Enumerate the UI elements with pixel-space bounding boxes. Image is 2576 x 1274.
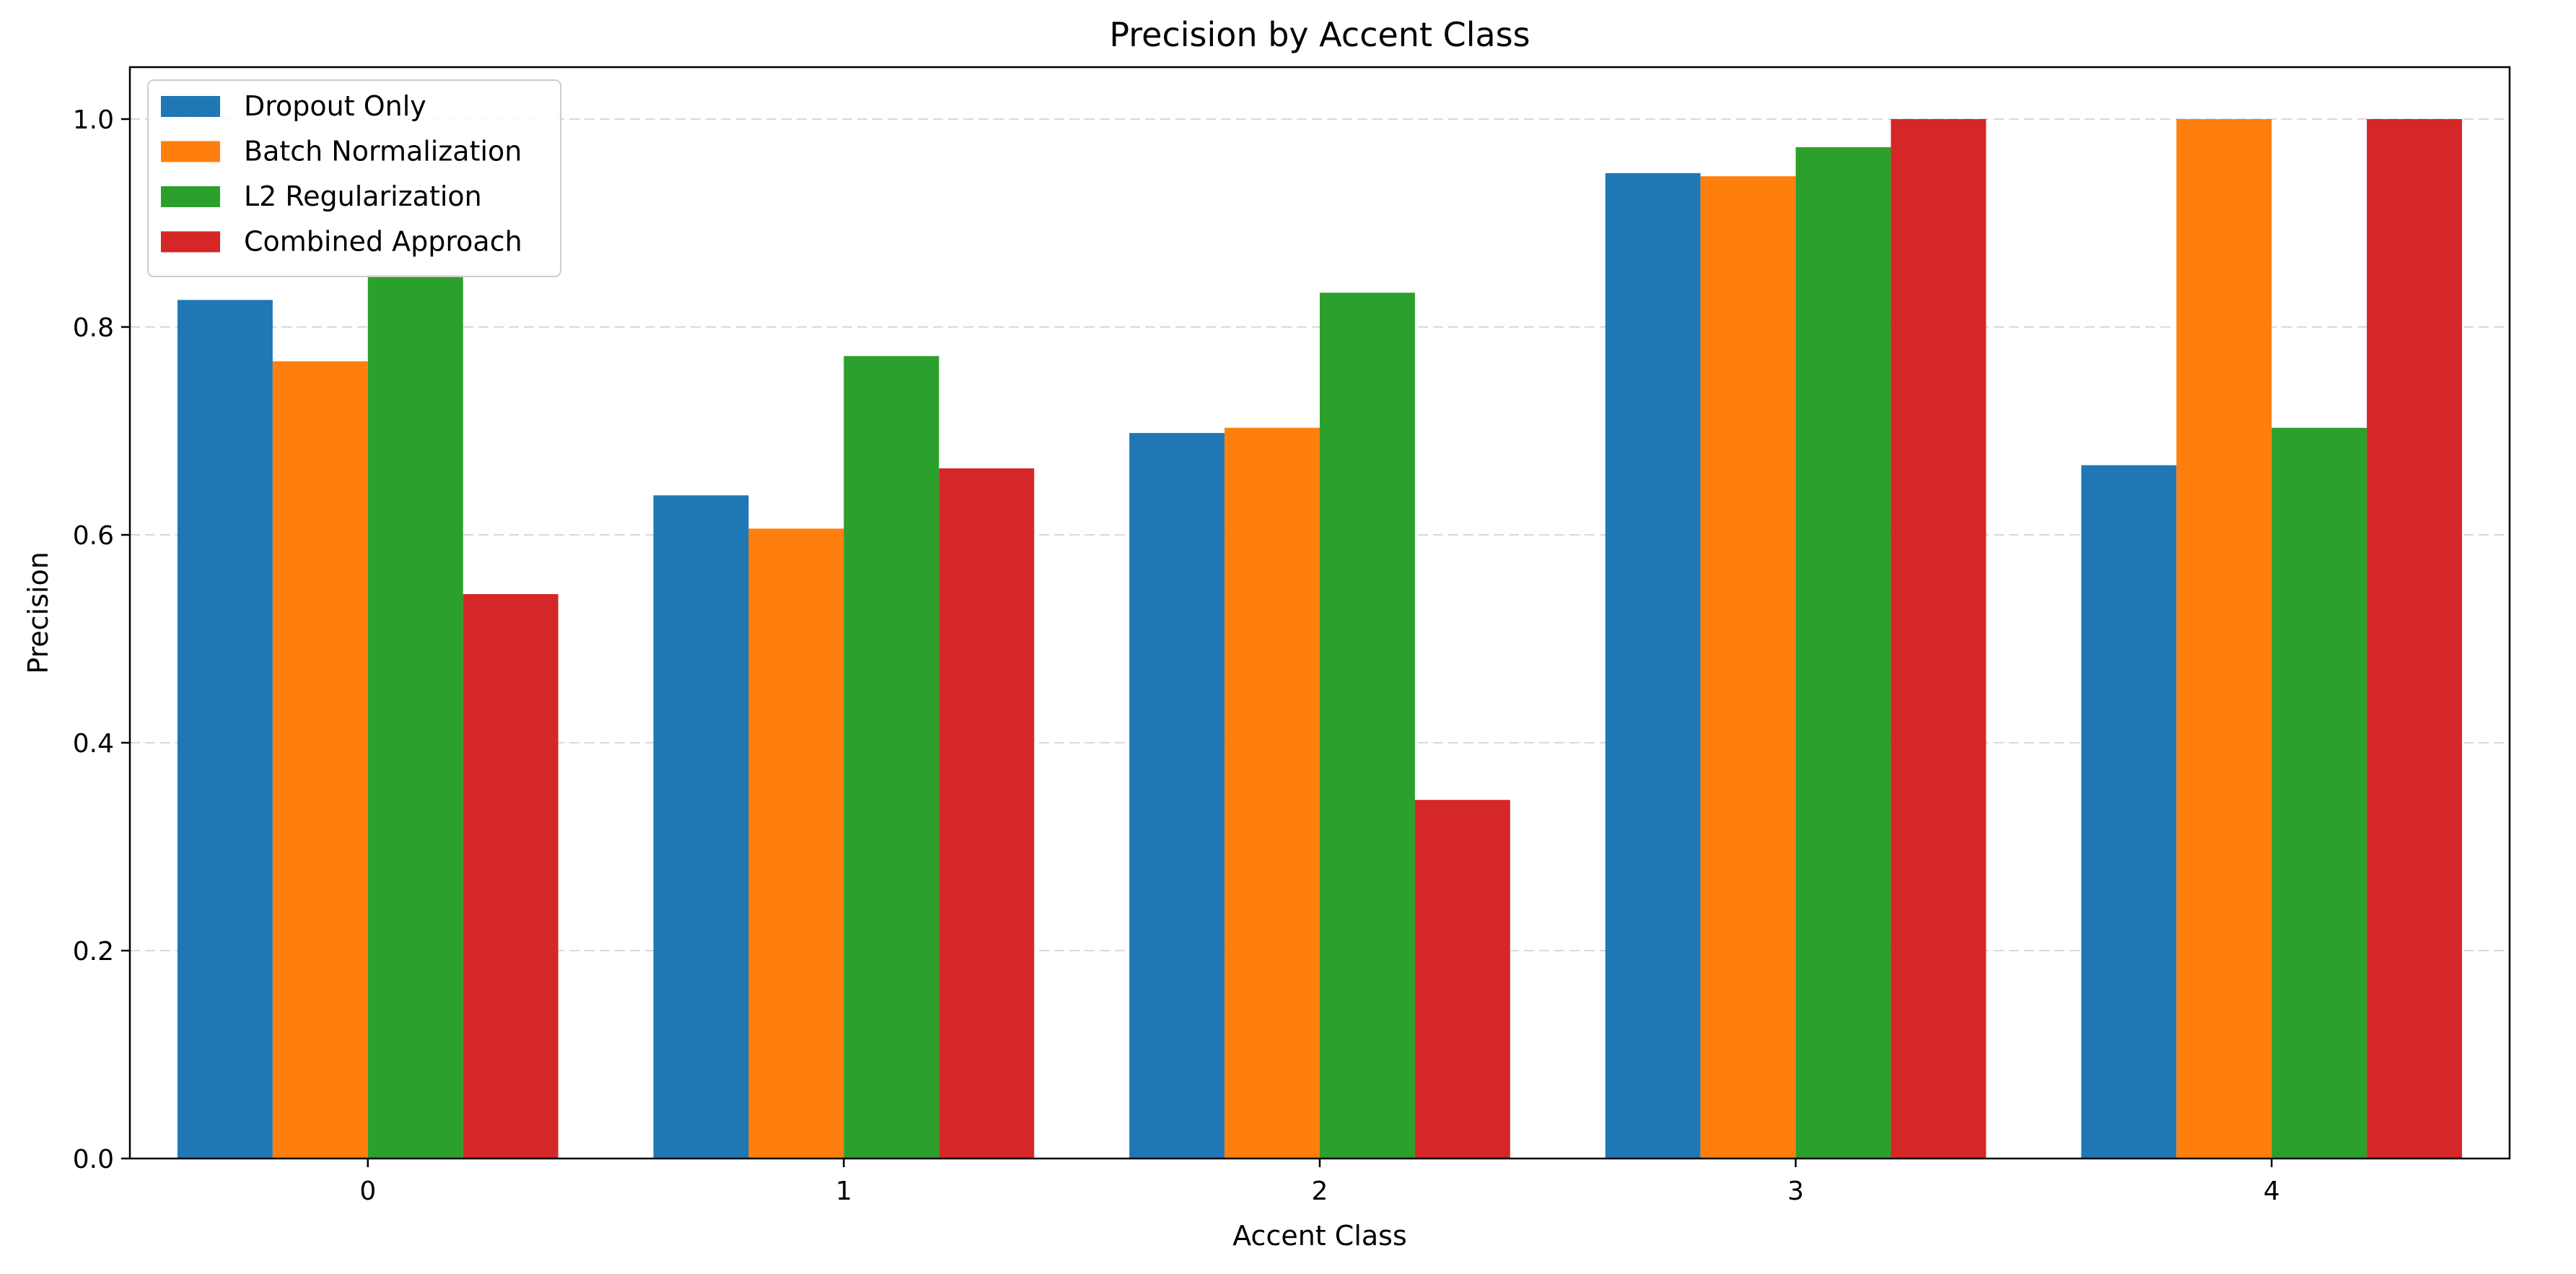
bar: [272, 361, 368, 1159]
bar: [844, 356, 939, 1159]
x-tick-label: 1: [836, 1177, 852, 1206]
bar: [2367, 119, 2463, 1159]
bar: [367, 275, 463, 1159]
bar: [1129, 432, 1225, 1159]
legend: Dropout Only Batch Normalization L2 Regula…: [147, 79, 561, 277]
legend-swatch: [161, 96, 220, 117]
y-ticks: 0.0 0.2 0.4 0.6 0.8 1.0: [73, 105, 130, 1174]
y-tick-label: 0.2: [73, 937, 114, 967]
legend-label: Dropout Only: [244, 90, 426, 122]
legend-box: [147, 79, 561, 277]
y-axis-label: Precision: [22, 551, 54, 674]
x-tick-label: 4: [2264, 1177, 2280, 1206]
bar: [1795, 147, 1891, 1159]
legend-swatch: [161, 141, 220, 162]
y-tick-label: 0.8: [73, 313, 114, 343]
legend-label: L2 Regularization: [244, 180, 482, 212]
bar: [1605, 173, 1701, 1159]
bars: [177, 119, 2463, 1159]
bar: [2081, 465, 2177, 1159]
legend-swatch: [161, 231, 220, 253]
y-tick-label: 0.6: [73, 521, 114, 551]
y-tick-label: 1.0: [73, 105, 114, 135]
y-tick-label: 0.4: [73, 729, 114, 759]
legend-label: Batch Normalization: [244, 136, 522, 167]
bar: [1891, 119, 1986, 1159]
y-tick-label: 0.0: [73, 1145, 114, 1174]
bar: [1320, 292, 1415, 1159]
bar: [463, 594, 558, 1159]
legend-swatch: [161, 186, 220, 207]
bar: [1225, 427, 1320, 1159]
bar: [748, 528, 844, 1159]
bar: [1700, 176, 1796, 1159]
bar: [2271, 427, 2367, 1159]
x-tick-label: 0: [359, 1177, 376, 1206]
bar: [177, 300, 273, 1159]
x-ticks: 0 1 2 3 4: [359, 1159, 2280, 1206]
bar: [2176, 119, 2272, 1159]
bar: [939, 468, 1035, 1159]
bar: [653, 495, 749, 1159]
x-axis-label: Accent Class: [1232, 1220, 1407, 1252]
bar: [1414, 800, 1510, 1159]
x-tick-label: 2: [1312, 1177, 1328, 1206]
x-tick-label: 3: [1787, 1177, 1804, 1206]
chart-title: Precision by Accent Class: [1109, 15, 1530, 54]
legend-label: Combined Approach: [244, 226, 522, 258]
